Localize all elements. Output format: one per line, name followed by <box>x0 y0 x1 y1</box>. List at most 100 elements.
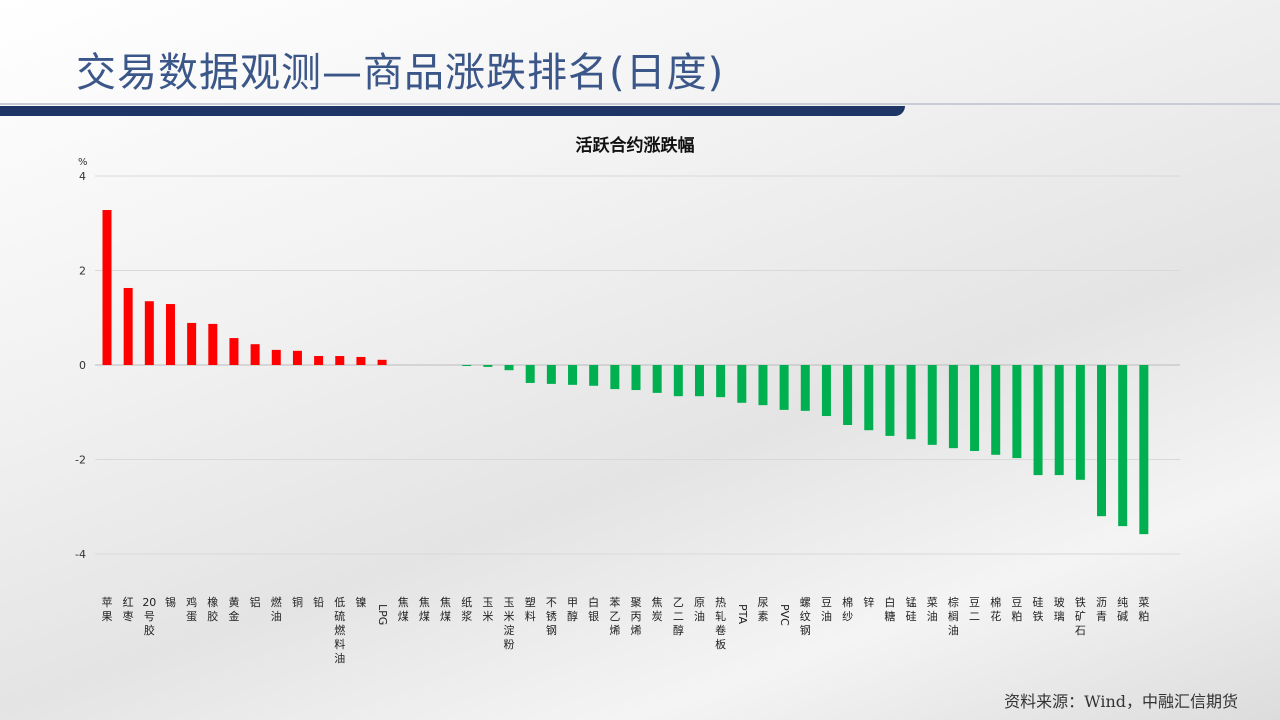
x-tick-label: 纸浆 <box>461 596 472 623</box>
x-tick-label: 棕榈油 <box>948 595 959 637</box>
page-title: 交易数据观测—商品涨跌排名(日度) <box>76 50 725 96</box>
x-tick-label: 白糖 <box>884 595 895 623</box>
bar <box>123 287 133 365</box>
bar <box>1075 365 1085 480</box>
bar <box>229 338 239 365</box>
bar <box>991 365 1001 455</box>
bar <box>165 304 175 365</box>
x-tick-label: 黄金 <box>228 595 239 623</box>
x-tick-label: 橡胶 <box>207 596 218 623</box>
bar <box>250 344 260 365</box>
x-tick-label: 铝 <box>250 595 261 609</box>
x-tick-label: 苯乙烯 <box>609 595 620 637</box>
x-tick-label: 焦煤 <box>419 596 430 623</box>
bar <box>610 365 620 390</box>
x-tick-label: PVC <box>778 604 791 626</box>
y-tick-label: -4 <box>75 548 86 561</box>
bar <box>271 349 281 365</box>
y-tick-label: 4 <box>79 170 86 183</box>
bar <box>377 359 387 365</box>
bar <box>970 365 980 451</box>
x-tick-label: 不锈钢 <box>546 596 557 637</box>
bar <box>504 365 514 371</box>
x-tick-label: 玉米 <box>482 596 493 623</box>
bar <box>843 365 853 426</box>
bar <box>864 365 874 431</box>
x-tick-label: 焦炭 <box>652 596 663 623</box>
x-tick-label: 豆粕 <box>1011 596 1022 623</box>
bar <box>546 365 556 384</box>
bar <box>716 365 726 398</box>
x-tick-label: 镍 <box>355 595 366 609</box>
bar <box>800 365 810 411</box>
bar <box>568 365 578 385</box>
bar <box>1097 365 1107 517</box>
x-tick-label: 锡 <box>165 595 176 609</box>
bar <box>1033 365 1043 476</box>
bar <box>462 365 472 366</box>
bar <box>356 356 366 365</box>
y-tick-label: 0 <box>79 359 86 372</box>
y-axis-unit: % <box>78 157 88 168</box>
x-tick-label: 玻璃 <box>1054 596 1065 623</box>
x-tick-label: 锌 <box>863 595 874 609</box>
x-tick-label: 尿素 <box>757 596 768 623</box>
x-tick-label: 苹果 <box>102 595 113 623</box>
x-tick-label: 塑料 <box>525 595 536 623</box>
x-tick-label: 豆二 <box>969 596 980 623</box>
bar <box>906 365 916 440</box>
bar <box>1054 365 1064 476</box>
bar <box>673 365 683 397</box>
bar <box>927 365 937 445</box>
chart-title: 活跃合约涨跌幅 <box>576 135 695 156</box>
bar <box>187 322 197 365</box>
bar <box>335 356 345 365</box>
bar <box>821 365 831 417</box>
x-tick-label: PTA <box>736 604 749 624</box>
bar <box>589 365 599 386</box>
x-tick-label: 棉纱 <box>842 595 853 623</box>
bar <box>292 350 302 365</box>
x-tick-label: 锰硅 <box>906 595 917 623</box>
x-tick-label: 纯碱 <box>1117 596 1128 623</box>
bar <box>1139 365 1149 535</box>
x-tick-label: 低硫燃料油 <box>334 596 345 665</box>
x-tick-label: 铁矿石 <box>1075 596 1086 637</box>
bar <box>737 365 747 403</box>
bar <box>694 365 704 397</box>
bar <box>208 323 218 365</box>
bar <box>1012 365 1022 459</box>
title-accent-bar <box>0 106 905 116</box>
x-tick-label: 玉米淀粉 <box>504 596 515 651</box>
x-tick-label: 红枣 <box>123 596 134 623</box>
x-tick-label: 棉花 <box>990 595 1001 623</box>
y-tick-label: 2 <box>79 265 86 278</box>
bar <box>885 365 895 436</box>
bar <box>102 210 112 365</box>
bar <box>779 365 789 410</box>
x-tick-label: 白银 <box>588 595 599 623</box>
x-tick-label: 甲醇 <box>567 596 578 623</box>
bar <box>144 301 154 365</box>
x-tick-label: 原油 <box>694 596 705 623</box>
x-tick-label: 铜 <box>292 595 303 609</box>
source-note: 资料来源：Wind，中融汇信期货 <box>1004 692 1238 711</box>
bar <box>652 365 662 393</box>
x-tick-label: 乙二醇 <box>673 596 684 637</box>
x-tick-label: 硅铁 <box>1033 596 1044 623</box>
title-divider <box>0 103 1280 105</box>
x-tick-label: 焦煤 <box>440 596 451 623</box>
bar <box>1118 365 1128 527</box>
x-tick-label: 沥青 <box>1096 596 1107 623</box>
x-tick-label: 菜粕 <box>1138 596 1149 623</box>
bar <box>314 356 324 365</box>
x-tick-label: 螺纹钢 <box>800 596 811 637</box>
bar <box>483 365 493 367</box>
x-tick-label: 铅 <box>313 595 324 609</box>
x-tick-label: 菜油 <box>927 596 938 623</box>
x-tick-label: 20 号胶 <box>142 596 156 637</box>
x-tick-label: 热轧卷板 <box>715 596 726 651</box>
x-tick-label: 焦煤 <box>398 596 409 623</box>
